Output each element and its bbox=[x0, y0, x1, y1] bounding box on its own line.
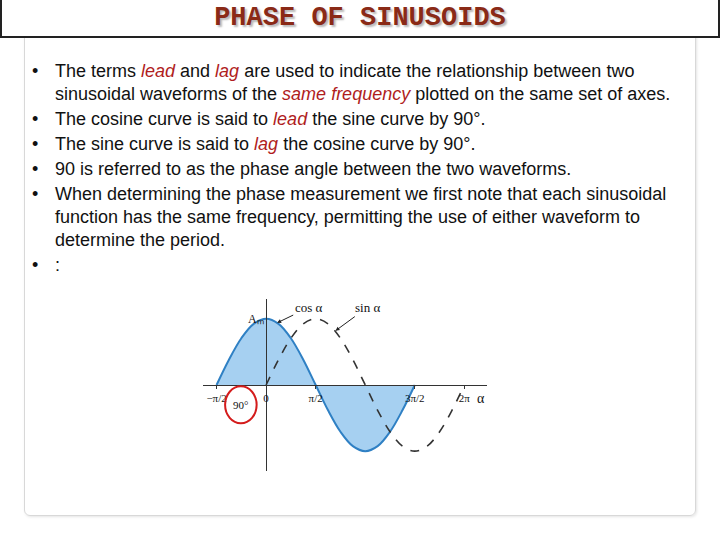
svg-text:0: 0 bbox=[263, 392, 269, 404]
html-text:PHASE OF SINUSOIDS: PHASE OF SINUSOIDS bbox=[214, 3, 506, 33]
svg-text:cos α: cos α bbox=[295, 300, 323, 315]
svg-text:sin α: sin α bbox=[355, 300, 380, 315]
svg-text:90°: 90° bbox=[233, 399, 248, 411]
svg-text:α: α bbox=[477, 391, 485, 406]
svg-text:−π/2: −π/2 bbox=[206, 392, 226, 404]
svg-text:Aₘ: Aₘ bbox=[248, 312, 264, 326]
html-text:The terms lead and lag are use: The terms lead and lag are used to indic… bbox=[55, 61, 671, 104]
svg-text:2π: 2π bbox=[459, 392, 471, 404]
svg-text:π/2: π/2 bbox=[309, 392, 323, 404]
html-text:When determining the phase mea: When determining the phase measurement w… bbox=[55, 184, 667, 250]
html-text:The cosine curve is said to le: The cosine curve is said to lead the sin… bbox=[55, 109, 486, 129]
svg-text:3π/2: 3π/2 bbox=[405, 392, 425, 404]
html-text:90 is referred to as the phase: 90 is referred to as the phase angle bet… bbox=[55, 159, 572, 179]
html-text:The sine curve is said to lag: The sine curve is said to lag the cosine… bbox=[55, 134, 476, 154]
